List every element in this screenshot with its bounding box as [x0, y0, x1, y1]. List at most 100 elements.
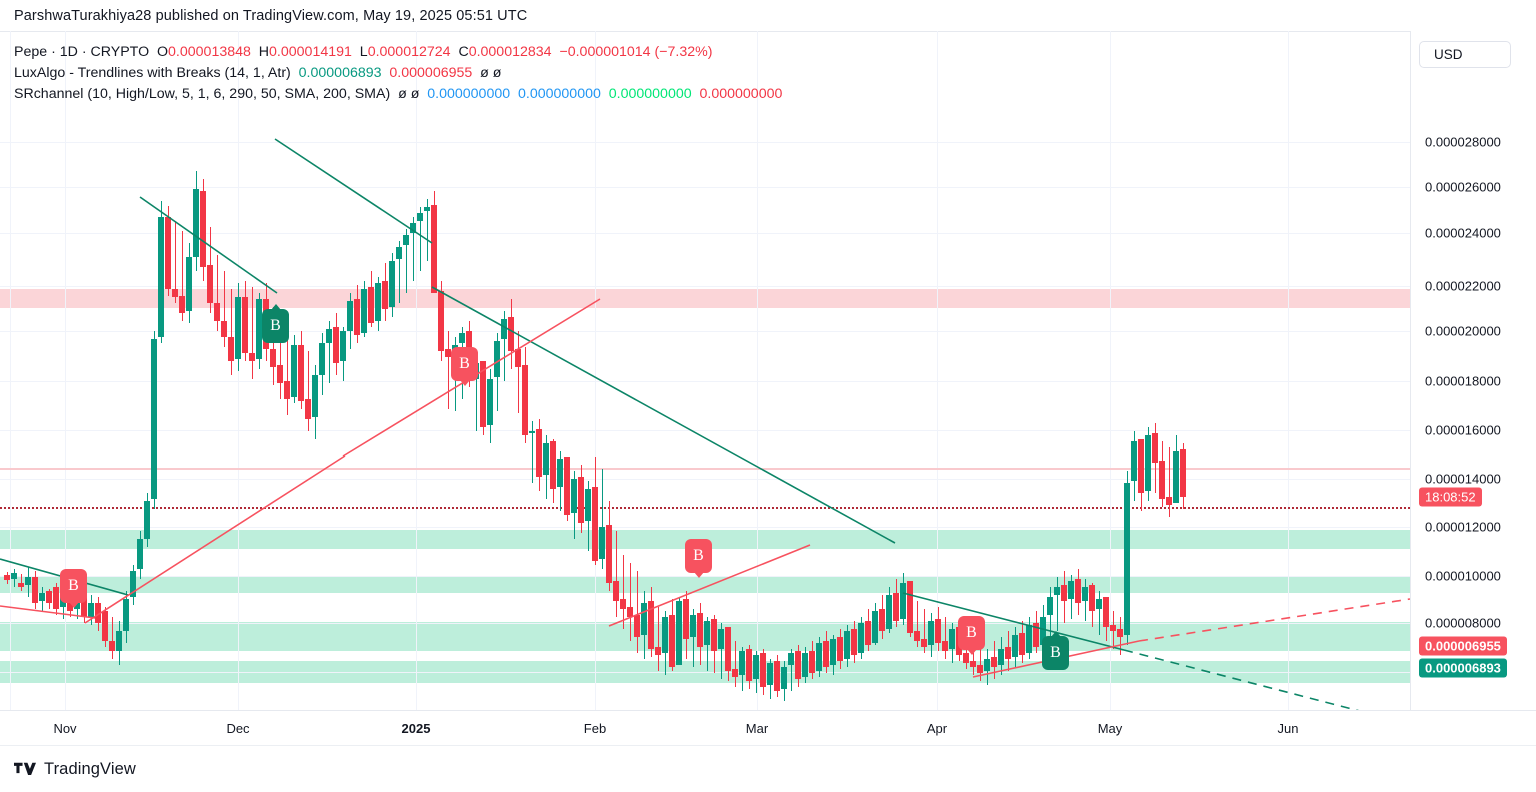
candle-body — [1152, 433, 1158, 463]
indicator1-title[interactable]: LuxAlgo - Trendlines with Breaks (14, 1,… — [14, 65, 291, 81]
candle-body — [802, 653, 808, 677]
candle-body — [172, 289, 178, 297]
candle-body — [424, 207, 430, 211]
candle-body — [942, 641, 948, 651]
candle-body — [109, 641, 115, 651]
candle-body — [46, 591, 52, 603]
candle-body — [1033, 623, 1039, 647]
horizontal-gridline-7 — [0, 479, 1410, 480]
candle-body — [865, 621, 871, 645]
candle-body — [501, 319, 507, 339]
time-axis[interactable]: Nov Dec 2025 Feb Mar Apr May Jun — [0, 710, 1536, 746]
candle-body — [1110, 625, 1116, 631]
candle-body — [1054, 587, 1060, 595]
candle-wick — [1056, 577, 1058, 631]
price-tick-6: 0.000016000 — [1425, 422, 1501, 438]
candle-body — [977, 665, 983, 673]
candle-body — [284, 381, 290, 399]
candle-body — [382, 281, 388, 309]
price-tick-2: 0.000024000 — [1425, 225, 1501, 241]
candle-body — [291, 345, 297, 397]
candle-wick — [1168, 447, 1170, 517]
candle-body — [739, 651, 745, 675]
vertical-gridline-8 — [1288, 31, 1289, 710]
time-tick-nov: Nov — [53, 721, 77, 736]
candle-body — [788, 653, 794, 665]
indicator2-title[interactable]: SRchannel (10, High/Low, 5, 1, 6, 290, 5… — [14, 86, 391, 102]
legend-exchange: CRYPTO — [90, 44, 150, 60]
chart-plot-area[interactable]: B B B B B B — [0, 31, 1410, 710]
candle-body — [137, 539, 143, 569]
candle-body — [851, 629, 857, 655]
price-tick-9: 0.000010000 — [1425, 568, 1501, 584]
candle-body — [1166, 497, 1172, 505]
break-marker-sell[interactable]: B — [451, 347, 478, 386]
candle-body — [11, 573, 17, 579]
candle-body — [270, 349, 276, 367]
support-band-1 — [0, 576, 1410, 593]
candle-body — [186, 257, 192, 311]
break-marker-sell[interactable]: B — [685, 539, 712, 578]
price-tick-4: 0.000020000 — [1425, 323, 1501, 339]
indicator2-value-1: ø — [410, 86, 420, 102]
candle-body — [235, 297, 241, 359]
candle-body — [732, 669, 738, 677]
candle-body — [116, 631, 122, 651]
candle-body — [298, 345, 304, 401]
down-trend-1 — [274, 138, 433, 244]
legend-ohlc-row[interactable]: Pepe · 1D · CRYPTO O0.000013848 H0.00001… — [14, 42, 782, 63]
indicator2-value-3: 0.000000000 — [518, 86, 601, 102]
horizontal-gridline-11 — [0, 672, 1410, 673]
legend-indicator-srchannel[interactable]: SRchannel (10, High/Low, 5, 1, 6, 290, 5… — [14, 84, 782, 105]
break-marker-buy[interactable]: B — [262, 304, 289, 343]
legend-symbol[interactable]: Pepe — [14, 44, 48, 60]
candle-wick — [111, 617, 113, 659]
legend-indicator-luxalgo[interactable]: LuxAlgo - Trendlines with Breaks (14, 1,… — [14, 63, 782, 84]
candle-body — [585, 489, 591, 521]
legend-low-label: L — [359, 44, 368, 60]
legend-open-label: O — [157, 44, 169, 60]
candle-body — [858, 623, 864, 653]
candle-body — [207, 265, 213, 303]
candle-body — [669, 615, 675, 667]
candle-wick — [251, 287, 253, 379]
break-marker-sell[interactable]: B — [958, 616, 985, 655]
candle-body — [368, 287, 374, 323]
candle-body — [991, 657, 997, 667]
candle-body — [179, 296, 185, 313]
indicator2-value-0: ø — [398, 86, 407, 102]
candle-body — [431, 205, 437, 293]
candle-body — [816, 643, 822, 671]
chart-frame — [0, 31, 1536, 710]
indicator2-value-2: 0.000000000 — [427, 86, 511, 102]
candle-body — [683, 599, 689, 639]
candle-body — [1019, 633, 1025, 655]
candle-body — [837, 637, 843, 661]
break-marker-buy[interactable]: B — [1042, 631, 1069, 670]
candle-body — [4, 575, 10, 580]
candle-body — [536, 429, 542, 477]
candle-body — [1173, 451, 1179, 503]
candle-body — [305, 399, 311, 419]
candle-body — [900, 583, 906, 619]
candle-body — [403, 235, 409, 245]
candle-body — [886, 595, 892, 629]
candle-body — [697, 613, 703, 647]
legend-close-value: 0.000012834 — [468, 44, 552, 60]
candle-body — [459, 333, 465, 343]
candle-body — [228, 337, 234, 361]
indicator1-value-2: ø — [480, 65, 489, 81]
vertical-gridline-3 — [416, 31, 417, 710]
candle-body — [1005, 647, 1011, 659]
candle-body — [690, 615, 696, 637]
candle-body — [102, 611, 108, 641]
price-axis[interactable]: 0.000028000 0.000026000 0.000024000 0.00002… — [1410, 31, 1536, 727]
price-tick-1: 0.000026000 — [1425, 179, 1501, 195]
horizontal-gridline-5 — [0, 381, 1410, 382]
currency-badge[interactable]: USD — [1419, 41, 1511, 68]
candle-body — [1138, 439, 1144, 493]
candle-body — [389, 261, 395, 307]
break-marker-sell[interactable]: B — [60, 569, 87, 608]
candle-body — [494, 341, 500, 377]
legend-interval[interactable]: 1D — [59, 44, 78, 60]
